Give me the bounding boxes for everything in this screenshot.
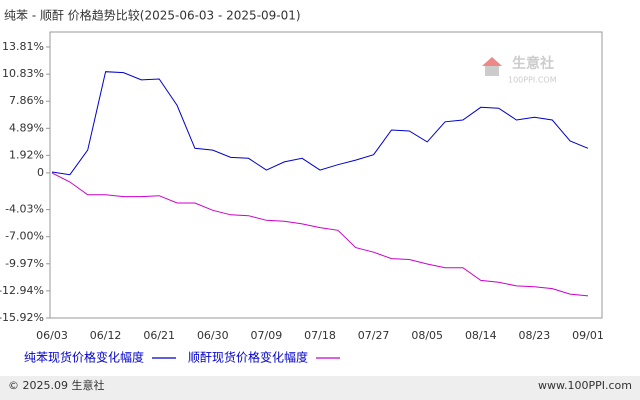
series-line	[51, 172, 589, 297]
x-tick-label: 07/09	[251, 329, 283, 342]
y-tick-label: 10.83%	[2, 67, 44, 80]
chart-title: 纯苯 - 顺酐 价格趋势比较(2025-06-03 - 2025-09-01)	[4, 8, 301, 23]
x-tick-label: 08/23	[519, 329, 551, 342]
footer-left: © 2025.09 生意社	[8, 378, 104, 392]
x-tick-label: 07/18	[304, 329, 336, 342]
watermark-sub: 100PPI.COM	[508, 76, 557, 85]
x-tick-label: 08/05	[411, 329, 443, 342]
y-tick-label: -7.00%	[5, 230, 44, 243]
y-tick-label: 4.89%	[9, 121, 44, 134]
x-tick-label: 06/03	[36, 329, 68, 342]
footer-right: www.100PPI.com	[538, 379, 632, 392]
x-tick-label: 06/21	[143, 329, 175, 342]
watermark: 生意社 100PPI.COM	[482, 55, 557, 85]
legend-label: 顺酐现货价格变化幅度	[188, 350, 308, 365]
watermark-text: 生意社	[512, 55, 554, 72]
x-tick-label: 06/12	[90, 329, 122, 342]
footer-bar	[0, 376, 640, 400]
y-tick-label: -9.97%	[5, 257, 44, 270]
x-tick-label: 07/27	[358, 329, 390, 342]
y-tick-label: 7.86%	[9, 94, 44, 107]
y-tick-label: -15.92%	[0, 311, 44, 324]
watermark-icon	[482, 57, 502, 66]
y-tick-label: 0	[37, 166, 44, 179]
x-tick-label: 08/14	[465, 329, 497, 342]
legend-label: 纯苯现货价格变化幅度	[24, 350, 144, 365]
y-tick-label: -4.03%	[5, 203, 44, 216]
y-tick-label: -12.94%	[0, 284, 44, 297]
y-tick-label: 13.81%	[2, 40, 44, 53]
y-tick-label: 1.92%	[9, 148, 44, 161]
watermark-icon	[485, 66, 499, 76]
x-tick-label: 06/30	[197, 329, 229, 342]
series-line	[51, 71, 589, 176]
x-tick-label: 09/01	[572, 329, 604, 342]
